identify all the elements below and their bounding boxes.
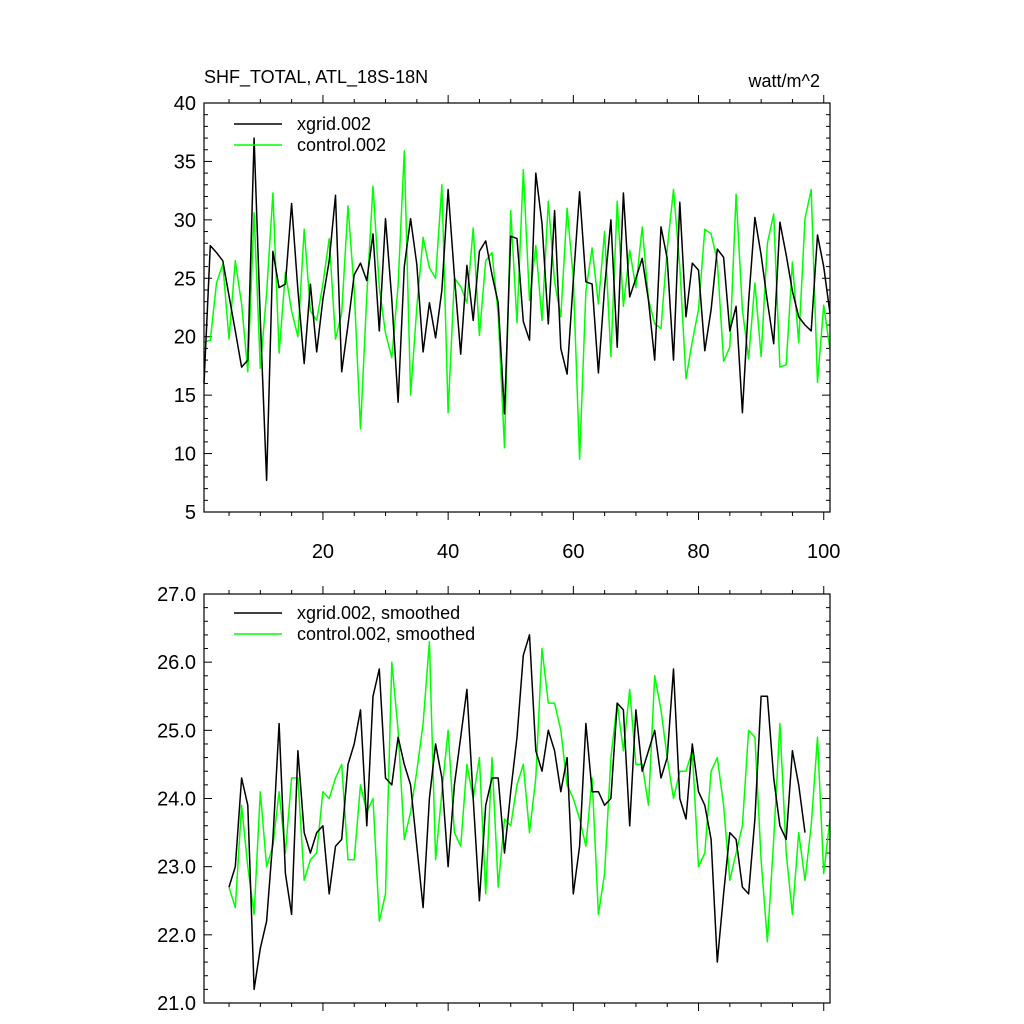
y-tick-label: 24.0 — [157, 789, 196, 811]
y-tick-label: 30 — [174, 210, 196, 232]
y-tick-label: 20 — [174, 327, 196, 349]
chart-title: SHF_TOTAL, ATL_18S-18N — [204, 67, 428, 88]
y-tick-label: 22.0 — [157, 925, 196, 947]
y-tick-label: 25 — [174, 268, 196, 290]
y-tick-label: 23.0 — [157, 857, 196, 879]
x-tick-label: 20 — [312, 541, 334, 563]
y-tick-label: 35 — [174, 151, 196, 173]
x-tick-label: 100 — [807, 541, 840, 563]
y-tick-label: 26.0 — [157, 652, 196, 674]
y-tick-label: 40 — [174, 93, 196, 115]
legend-label-xgrid: xgrid.002 — [297, 114, 371, 134]
y-tick-label: 5 — [185, 502, 196, 524]
y-tick-label: 25.0 — [157, 720, 196, 742]
y-tick-label: 10 — [174, 444, 196, 466]
x-tick-label: 80 — [687, 541, 709, 563]
legend-label-control: control.002 — [297, 135, 386, 155]
figure-canvas: SHF_TOTAL, ATL_18S-18N watt/m^2 5 10 15 20 2… — [0, 0, 1024, 1024]
x-tick-label: 40 — [437, 541, 459, 563]
legend-label-control-smoothed: control.002, smoothed — [297, 624, 475, 644]
y-tick-label: 27.0 — [157, 584, 196, 606]
x-tick-label: 60 — [562, 541, 584, 563]
legend-label-xgrid-smoothed: xgrid.002, smoothed — [297, 603, 460, 623]
y-tick-label: 21.0 — [157, 993, 196, 1015]
units-label: watt/m^2 — [748, 71, 820, 91]
y-tick-label: 15 — [174, 385, 196, 407]
